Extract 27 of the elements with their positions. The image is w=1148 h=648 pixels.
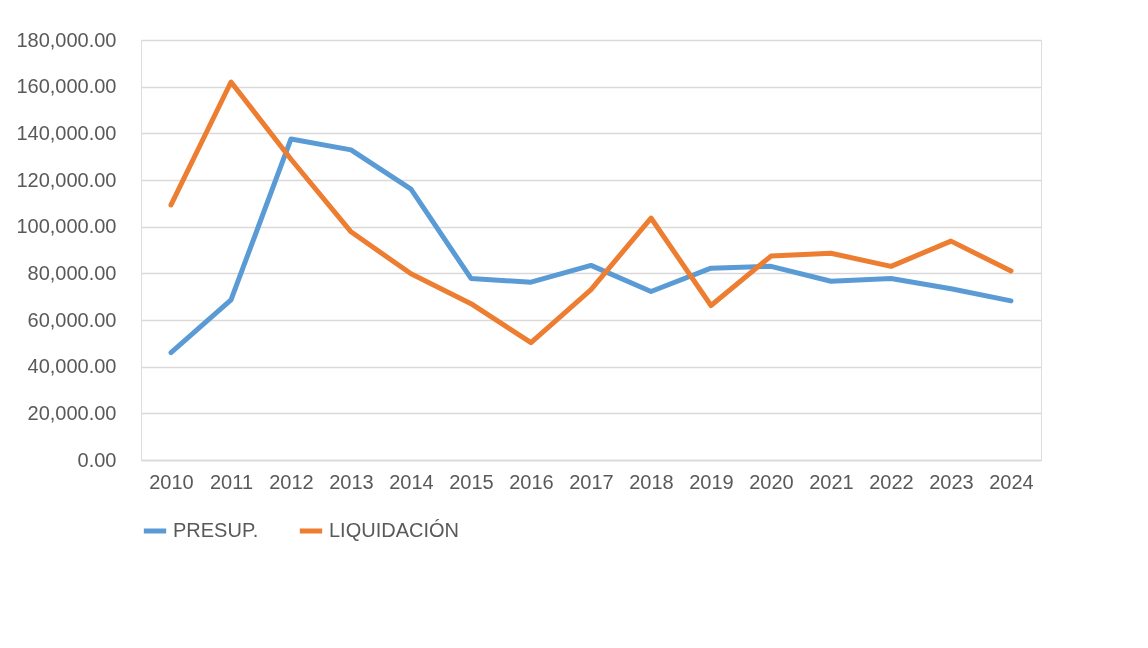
y-tick-label: 40,000.00 xyxy=(27,355,117,378)
x-tick-label: 2022 xyxy=(869,470,914,493)
x-tick-label: 2011 xyxy=(209,470,254,493)
x-tick-label: 2023 xyxy=(929,470,974,493)
x-tick-label: 2012 xyxy=(269,470,314,493)
x-tick-label: 2010 xyxy=(149,470,194,493)
legend-label: LIQUIDACIÓN xyxy=(329,519,460,541)
x-tick-label: 2015 xyxy=(449,470,494,493)
x-tick-label: 2014 xyxy=(389,470,434,493)
y-tick-label: 0.00 xyxy=(77,448,117,471)
y-tick-label: 180,000.00 xyxy=(16,28,117,51)
x-tick-label: 2019 xyxy=(689,470,734,493)
x-tick-label: 2013 xyxy=(329,470,374,493)
y-tick-label: 100,000.00 xyxy=(16,215,117,238)
y-tick-label: 80,000.00 xyxy=(27,261,117,284)
x-tick-label: 2021 xyxy=(809,470,854,493)
x-tick-label: 2018 xyxy=(629,470,674,493)
x-tick-label: 2020 xyxy=(749,470,794,493)
y-tick-label: 160,000.00 xyxy=(16,75,117,98)
legend-label: PRESUP. xyxy=(173,519,259,541)
y-tick-label: 120,000.00 xyxy=(16,168,117,191)
x-tick-label: 2024 xyxy=(989,470,1034,493)
x-tick-label: 2017 xyxy=(569,470,614,493)
y-tick-label: 20,000.00 xyxy=(27,401,117,424)
y-tick-label: 140,000.00 xyxy=(16,121,117,144)
x-tick-label: 2016 xyxy=(509,470,554,493)
y-tick-label: 60,000.00 xyxy=(27,308,117,331)
